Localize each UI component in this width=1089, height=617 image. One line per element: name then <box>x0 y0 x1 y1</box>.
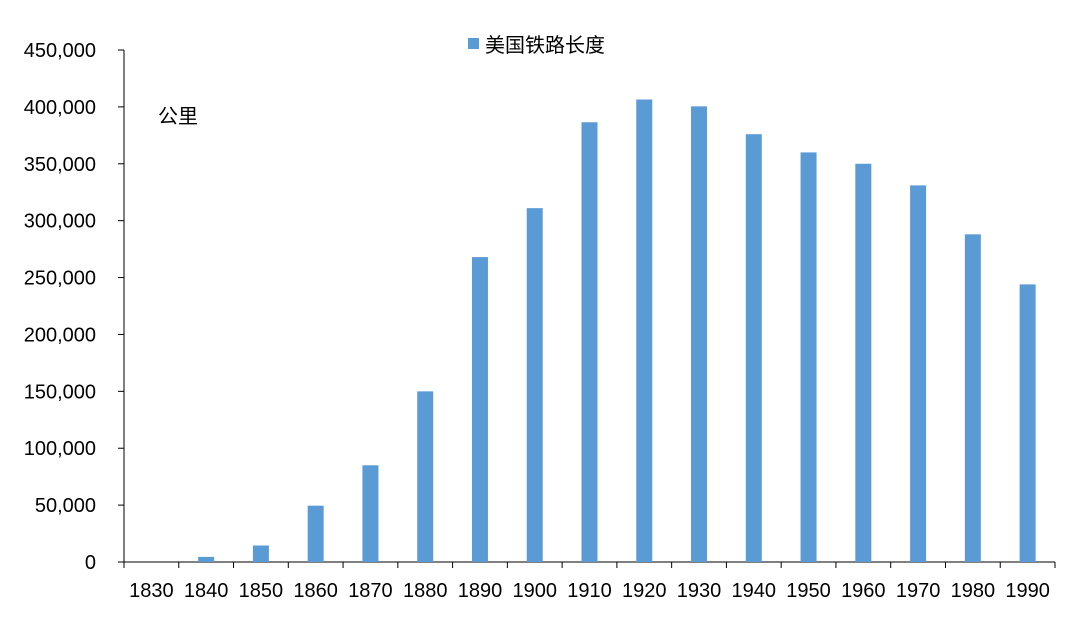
x-tick-label: 1890 <box>458 580 503 602</box>
x-tick-label: 1960 <box>841 580 886 602</box>
y-axis-unit-label: 公里 <box>158 104 198 128</box>
bar <box>691 106 708 562</box>
bar <box>362 465 379 562</box>
bar <box>526 208 543 562</box>
x-tick-label: 1950 <box>786 580 831 602</box>
bar <box>471 257 488 562</box>
y-tick-label: 250,000 <box>24 268 96 290</box>
y-tick-label: 0 <box>85 552 96 574</box>
bar <box>581 122 598 562</box>
legend: 美国铁路长度 <box>468 29 605 58</box>
x-tick-label: 1840 <box>184 580 229 602</box>
bar <box>964 234 981 562</box>
bar <box>745 134 762 562</box>
bar <box>252 545 269 562</box>
bar <box>855 163 872 562</box>
x-tick-label: 1920 <box>622 580 667 602</box>
x-tick-label: 1940 <box>732 580 777 602</box>
bar <box>198 556 215 562</box>
y-tick-label: 300,000 <box>24 211 96 233</box>
legend-label: 美国铁路长度 <box>485 33 605 57</box>
y-tick-label: 350,000 <box>24 154 96 176</box>
x-tick-label: 1880 <box>403 580 448 602</box>
x-tick-label: 1830 <box>129 580 174 602</box>
y-tick-label: 150,000 <box>24 381 96 403</box>
legend-swatch <box>468 38 479 49</box>
x-tick-label: 1860 <box>293 580 338 602</box>
y-tick-label: 50,000 <box>35 495 96 517</box>
bar <box>417 391 434 562</box>
y-tick-label: 100,000 <box>24 438 96 460</box>
x-tick-label: 1990 <box>1005 580 1050 602</box>
x-tick-label: 1970 <box>896 580 941 602</box>
x-tick-label: 1980 <box>951 580 996 602</box>
x-tick-label: 1850 <box>239 580 284 602</box>
bar <box>1019 284 1036 562</box>
bar <box>800 152 817 562</box>
x-tick-label: 1900 <box>512 580 557 602</box>
y-tick-label: 400,000 <box>24 97 96 119</box>
y-tick-label: 450,000 <box>24 40 96 62</box>
bar <box>307 505 324 562</box>
bar <box>636 99 653 562</box>
x-tick-label: 1910 <box>567 580 612 602</box>
y-tick-label: 200,000 <box>24 324 96 346</box>
bar <box>910 185 927 562</box>
x-tick-label: 1870 <box>348 580 393 602</box>
x-tick-label: 1930 <box>677 580 722 602</box>
